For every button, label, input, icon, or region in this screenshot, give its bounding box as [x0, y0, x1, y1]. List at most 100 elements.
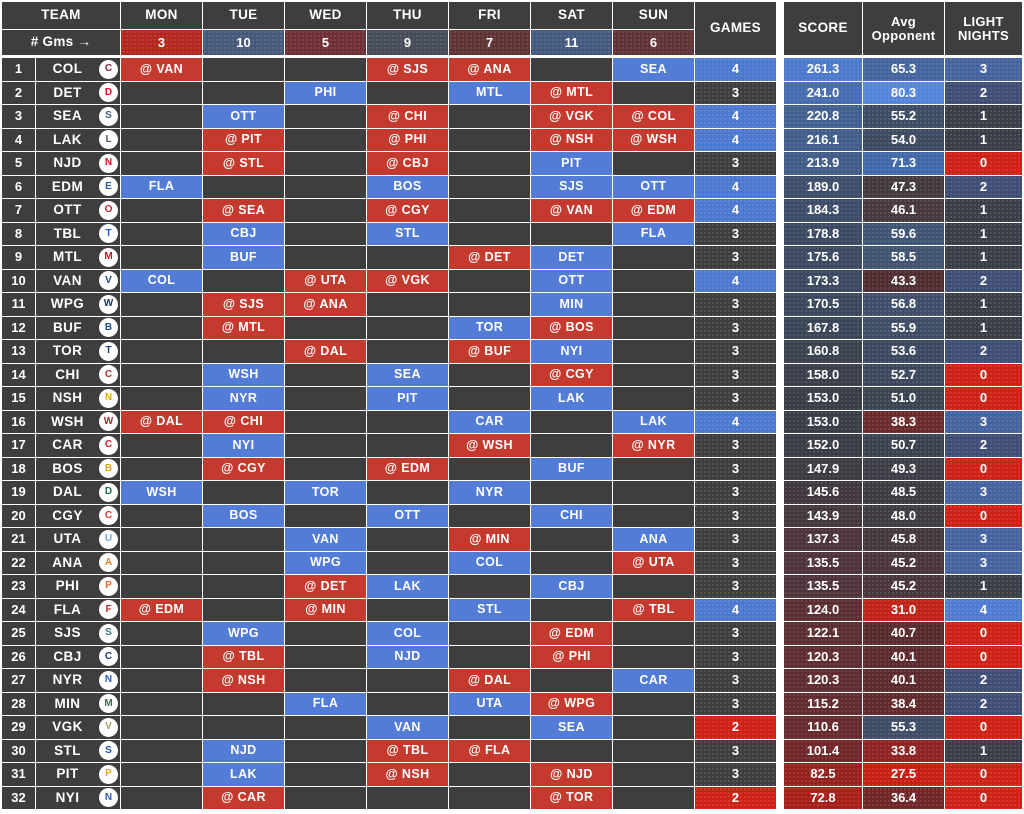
team-row: 15 NSH N NYR PIT LAK 3 153.0 51.0 0: [2, 387, 1022, 410]
team-logo-icon: A: [99, 553, 118, 573]
rank-cell: 31: [2, 763, 35, 786]
schedule-cell: [367, 316, 448, 339]
schedule-cell: BUF: [531, 457, 612, 480]
team-logo-icon: P: [99, 576, 118, 596]
games-cell: 3: [695, 222, 776, 245]
team-logo-icon: C: [99, 647, 118, 667]
games-cell: 4: [695, 175, 776, 198]
schedule-cell: @ NSH: [203, 669, 284, 692]
games-cell: 3: [695, 363, 776, 386]
avg-opponent-cell: 36.4: [863, 786, 944, 809]
light-nights-cell: 2: [945, 340, 1022, 363]
games-cell: 3: [695, 81, 776, 104]
schedule-cell: SEA: [367, 363, 448, 386]
schedule-cell: @ VAN: [121, 58, 202, 81]
schedule-cell: OTT: [531, 269, 612, 292]
team-logo-icon: C: [99, 506, 118, 526]
team-logo-icon: W: [99, 412, 118, 432]
score-cell: 261.3: [784, 58, 862, 81]
schedule-cell: [121, 457, 202, 480]
schedule-cell: [285, 199, 366, 222]
schedule-cell: [367, 293, 448, 316]
schedule-cell: [613, 645, 694, 668]
score-cell: 216.1: [784, 128, 862, 151]
schedule-cell: [367, 692, 448, 715]
team-row: 24 FLA F @ EDM @ MIN STL @ TBL 4 124.0 31.0 4: [2, 598, 1022, 621]
avg-opponent-cell: 45.8: [863, 528, 944, 551]
team-abbr: BUF: [53, 319, 82, 335]
games-count-fri: 7: [449, 30, 530, 55]
team-abbr: WPG: [50, 296, 85, 312]
games-cell: 3: [695, 763, 776, 786]
schedule-cell: COL: [121, 269, 202, 292]
team-cell: SEA S: [36, 105, 120, 128]
schedule-cell: [121, 528, 202, 551]
schedule-cell: PIT: [531, 152, 612, 175]
schedule-cell: [285, 175, 366, 198]
team-cell: PIT P: [36, 763, 120, 786]
schedule-cell: [449, 363, 530, 386]
team-cell: NYR N: [36, 669, 120, 692]
score-cell: 153.0: [784, 410, 862, 433]
games-cell: 4: [695, 269, 776, 292]
rank-cell: 21: [2, 528, 35, 551]
schedule-cell: [613, 363, 694, 386]
rank-cell: 5: [2, 152, 35, 175]
schedule-cell: [531, 410, 612, 433]
schedule-cell: BUF: [203, 246, 284, 269]
light-nights-cell: 1: [945, 105, 1022, 128]
team-abbr: DET: [53, 84, 82, 100]
score-cell: 147.9: [784, 457, 862, 480]
score-cell: 120.3: [784, 669, 862, 692]
schedule-cell: [367, 81, 448, 104]
schedule-cell: @ DET: [449, 246, 530, 269]
schedule-cell: [613, 786, 694, 809]
schedule-cell: [203, 175, 284, 198]
schedule-cell: [449, 716, 530, 739]
avg-opponent-cell: 46.1: [863, 199, 944, 222]
schedule-cell: [613, 763, 694, 786]
schedule-cell: [367, 786, 448, 809]
team-logo-icon: M: [99, 247, 118, 267]
rank-cell: 27: [2, 669, 35, 692]
team-logo-icon: P: [99, 764, 118, 784]
day-header-tue: TUE: [203, 2, 284, 29]
team-logo-icon: T: [99, 341, 118, 361]
games-cell: 2: [695, 716, 776, 739]
schedule-cell: [285, 645, 366, 668]
schedule-cell: BOS: [203, 504, 284, 527]
team-abbr: OTT: [53, 202, 82, 218]
rank-cell: 29: [2, 716, 35, 739]
team-row: 23 PHI P @ DET LAK CBJ 3 135.5 45.2 1: [2, 575, 1022, 598]
team-logo-icon: C: [99, 435, 118, 455]
schedule-cell: [531, 739, 612, 762]
team-cell: LAK L: [36, 128, 120, 151]
team-logo-icon: C: [99, 365, 118, 385]
team-row: 27 NYR N @ NSH @ DAL CAR 3 120.3 40.1 2: [2, 669, 1022, 692]
day-header-fri: FRI: [449, 2, 530, 29]
schedule-cell: @ VGK: [531, 105, 612, 128]
schedule-cell: [285, 58, 366, 81]
avg-opponent-cell: 38.4: [863, 692, 944, 715]
schedule-cell: TOR: [285, 481, 366, 504]
schedule-cell: [121, 504, 202, 527]
schedule-cell: @ NYR: [613, 434, 694, 457]
schedule-cell: [285, 152, 366, 175]
schedule-cell: [449, 504, 530, 527]
score-column-header: SCORE: [784, 2, 862, 55]
avg-opponent-cell: 31.0: [863, 598, 944, 621]
schedule-cell: OTT: [203, 105, 284, 128]
schedule-cell: LAK: [203, 763, 284, 786]
schedule-cell: @ EDM: [121, 598, 202, 621]
schedule-cell: [367, 598, 448, 621]
team-abbr: VGK: [52, 719, 83, 735]
schedule-cell: @ MIN: [449, 528, 530, 551]
schedule-cell: VAN: [367, 716, 448, 739]
schedule-cell: [449, 128, 530, 151]
team-cell: TOR T: [36, 340, 120, 363]
schedule-cell: [285, 434, 366, 457]
schedule-cell: @ UTA: [285, 269, 366, 292]
schedule-cell: CAR: [613, 669, 694, 692]
team-row: 6 EDM E FLA BOS SJS OTT 4 189.0 47.3 2: [2, 175, 1022, 198]
schedule-cell: [367, 669, 448, 692]
